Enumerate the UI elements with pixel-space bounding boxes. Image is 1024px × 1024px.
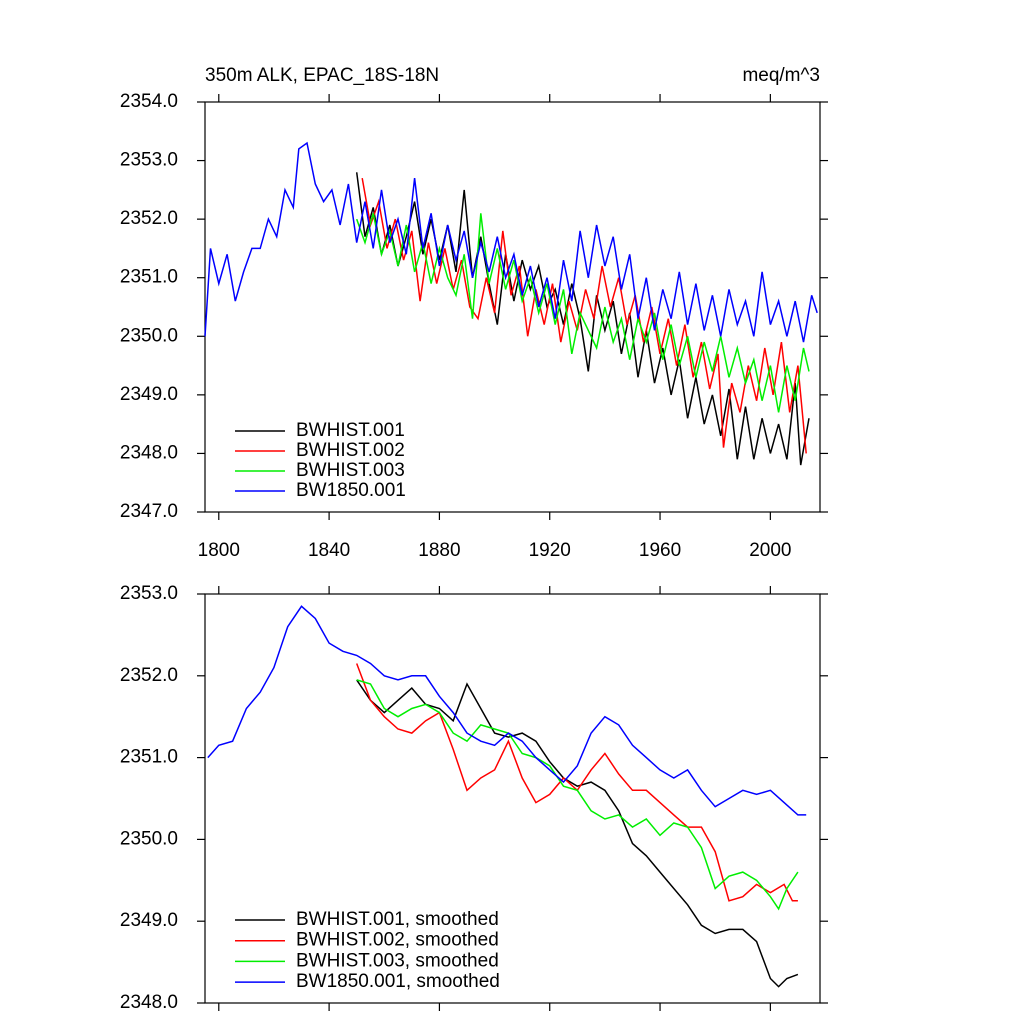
x-tick-label: 1800 xyxy=(198,540,240,561)
y-tick-label: 2349.0 xyxy=(120,384,178,405)
legend-label: BWHIST.002 xyxy=(296,440,405,461)
y-tick-label: 2350.0 xyxy=(120,325,178,346)
y-tick-label: 2348.0 xyxy=(120,992,178,1013)
y-tick-label: 2347.0 xyxy=(120,501,178,522)
legend-label: BWHIST.001 xyxy=(296,420,405,441)
y-tick-label: 2352.0 xyxy=(120,208,178,229)
legend-label: BWHIST.001, smoothed xyxy=(296,909,499,930)
series-line xyxy=(207,605,807,816)
x-tick-label: 1880 xyxy=(418,540,460,561)
y-tick-label: 2353.0 xyxy=(120,150,178,171)
y-tick-label: 2349.0 xyxy=(120,910,178,931)
y-tick-label: 2353.0 xyxy=(120,583,178,604)
legend-label: BWHIST.003 xyxy=(296,460,405,481)
legend-label: BWHIST.002, smoothed xyxy=(296,930,499,951)
units-label: meq/m^3 xyxy=(742,65,820,86)
y-tick-label: 2351.0 xyxy=(120,267,178,288)
plot-frame xyxy=(204,593,821,1004)
series-line xyxy=(355,213,810,413)
y-tick-label: 2348.0 xyxy=(120,442,178,463)
x-tick-label: 1960 xyxy=(639,540,681,561)
y-tick-label: 2350.0 xyxy=(120,828,178,849)
series-line xyxy=(361,177,807,454)
y-tick-label: 2352.0 xyxy=(120,665,178,686)
series-line xyxy=(356,679,799,988)
chart-title: 350m ALK, EPAC_18S-18N xyxy=(205,65,439,86)
plot-frame xyxy=(204,101,821,513)
legend-label: BW1850.001, smoothed xyxy=(296,971,500,992)
x-tick-label: 2000 xyxy=(749,540,791,561)
legend-label: BWHIST.003, smoothed xyxy=(296,950,499,971)
x-tick-label: 1840 xyxy=(308,540,350,561)
y-tick-label: 2354.0 xyxy=(120,91,178,112)
series-line xyxy=(204,141,818,343)
series-line xyxy=(355,663,798,902)
x-tick-label: 1920 xyxy=(529,540,571,561)
y-tick-label: 2351.0 xyxy=(120,747,178,768)
legend-label: BW1850.001 xyxy=(296,480,406,501)
series-line xyxy=(356,679,799,911)
